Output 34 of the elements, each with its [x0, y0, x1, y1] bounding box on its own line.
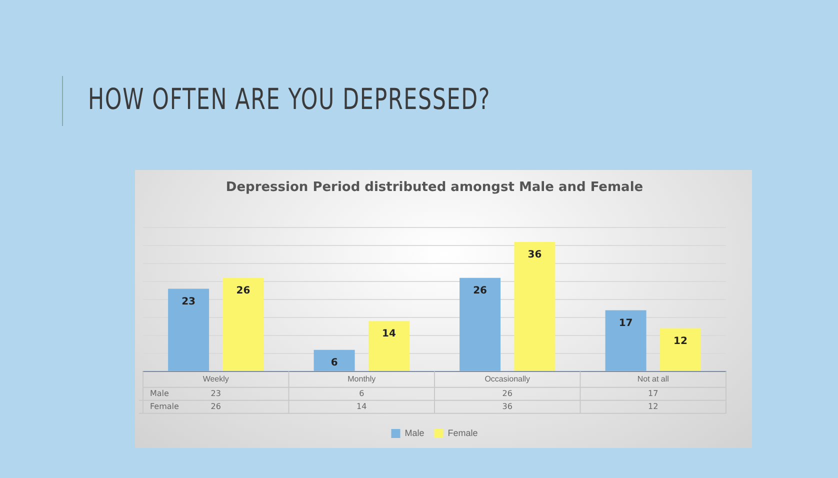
legend-label: Male: [404, 428, 424, 438]
data-label: 6: [359, 388, 364, 398]
bar: [168, 288, 210, 371]
text: Female: [150, 402, 180, 411]
data-label: 12: [648, 402, 658, 411]
chart-title: Depression Period distributed amongst Male and Female: [226, 180, 644, 196]
annotation: 26: [236, 286, 250, 297]
annotation: 36: [528, 250, 542, 261]
legend-label: Female: [448, 428, 478, 438]
x-tick-label: Not at all: [637, 374, 670, 384]
annotation: 26: [473, 286, 488, 297]
data-label: 14: [356, 402, 367, 411]
data-label: 26: [502, 388, 512, 398]
data-label: 36: [502, 402, 512, 411]
data-label: 23: [210, 388, 221, 398]
annotation: 23: [182, 296, 196, 308]
annotation: 6: [330, 357, 338, 368]
bar: [605, 310, 646, 371]
bar: [460, 278, 501, 371]
x-tick-label: Weekly: [202, 374, 229, 384]
bar: [222, 278, 264, 371]
bar: [368, 321, 410, 371]
text: HOW OFTEN ARE YOU DEPRESSED?: [88, 82, 491, 116]
bar: [514, 242, 556, 371]
bar: [660, 328, 701, 371]
text: Male: [150, 388, 170, 398]
annotation: 12: [673, 336, 688, 347]
data-label: 17: [648, 388, 658, 398]
x-tick-label: Monthly: [348, 374, 376, 384]
data-label: 26: [210, 402, 221, 411]
bar: [314, 350, 355, 371]
x-tick-label: Occasionally: [484, 374, 530, 384]
annotation: 17: [618, 318, 633, 329]
annotation: 14: [382, 328, 396, 340]
